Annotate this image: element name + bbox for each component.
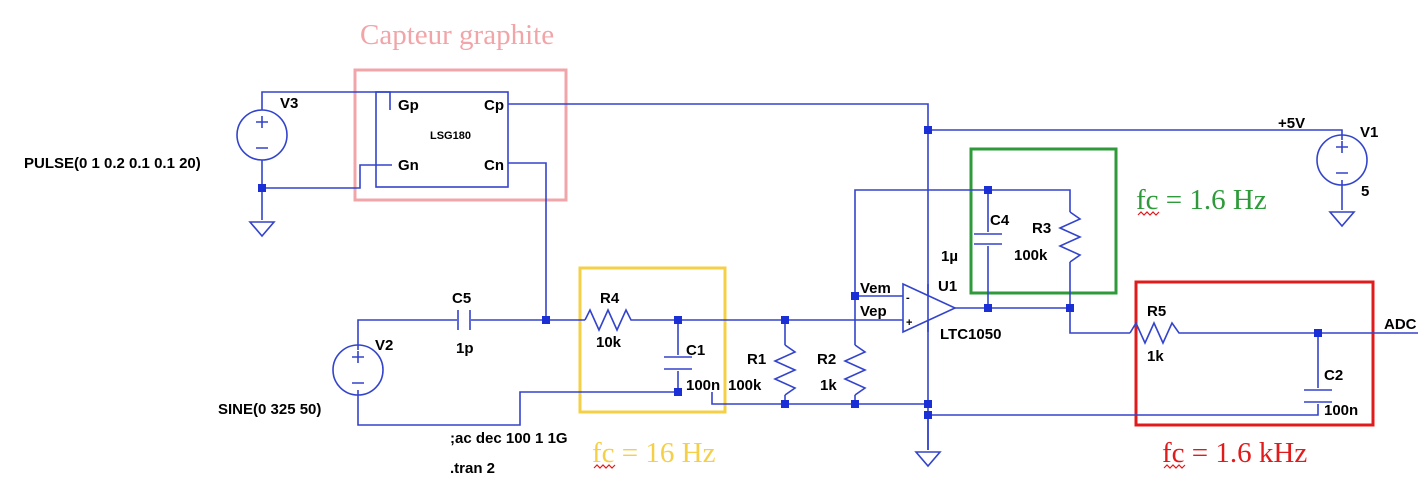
resistor-r1 — [773, 344, 797, 396]
resistor-r3 — [1058, 211, 1082, 263]
r2-name: R2 — [817, 351, 836, 368]
capacitor-c5 — [457, 310, 471, 330]
pin-gn-label: Gn — [398, 157, 419, 174]
c4-value: 1µ — [941, 248, 958, 265]
opamp-part: LTC1050 — [940, 326, 1001, 343]
supply-net-label: +5V — [1278, 115, 1305, 132]
r3-name: R3 — [1032, 220, 1051, 237]
voltage-source-v2 — [332, 344, 384, 396]
r5-name: R5 — [1147, 303, 1166, 320]
v3-name: V3 — [280, 95, 298, 112]
voltage-source-v1 — [1316, 134, 1368, 186]
spellcheck-squiggle-2 — [1137, 211, 1160, 216]
junctions — [258, 126, 1322, 419]
fc-stage1-label: fc = 16 Hz — [592, 437, 716, 469]
v1-name: V1 — [1360, 124, 1378, 141]
ground-symbol-v1 — [1328, 211, 1356, 228]
sensor-frame — [353, 68, 568, 202]
r3-value: 100k — [1014, 247, 1048, 264]
r1-name: R1 — [747, 351, 766, 368]
c1-value: 100n — [686, 377, 720, 394]
v2-name: V2 — [375, 337, 393, 354]
opamp-vem-label: Vem — [860, 280, 891, 297]
voltage-source-v3 — [236, 109, 288, 161]
stage1-frame — [578, 266, 727, 414]
spellcheck-squiggle-1 — [593, 464, 616, 469]
pin-cn-label: Cn — [484, 157, 504, 174]
capacitor-c1 — [664, 356, 692, 370]
opamp-minus-sign: - — [906, 292, 910, 304]
c2-name: C2 — [1324, 367, 1343, 384]
fc-stage3-label: fc = 1.6 kHz — [1162, 437, 1307, 469]
wires — [261, 91, 1418, 450]
sensor-part-label: LSG180 — [430, 130, 471, 142]
ground-symbol-main — [914, 451, 942, 468]
resistor-r5 — [1129, 321, 1185, 345]
c5-name: C5 — [452, 290, 471, 307]
c1-name: C1 — [686, 342, 705, 359]
fc-stage2-label: fc = 1.6 Hz — [1136, 184, 1267, 216]
sensor-lsg180 — [375, 91, 509, 188]
c2-value: 100n — [1324, 402, 1358, 419]
r4-value: 10k — [596, 334, 622, 351]
opamp-name: U1 — [938, 278, 957, 295]
v1-value: 5 — [1361, 183, 1369, 200]
adc-net-label: ADC — [1384, 316, 1417, 333]
opamp-plus-sign: + — [906, 317, 912, 329]
c5-value: 1p — [456, 340, 474, 357]
ground-symbol-v3 — [248, 221, 276, 238]
opamp-u1 — [902, 282, 957, 334]
capacitor-c4 — [974, 233, 1002, 245]
opamp-vep-label: Vep — [860, 303, 887, 320]
v2-value: SINE(0 325 50) — [218, 401, 321, 418]
stage3-frame — [1134, 280, 1375, 427]
r4-name: R4 — [600, 290, 620, 307]
spellcheck-squiggle-3 — [1163, 464, 1186, 469]
pin-cp-label: Cp — [484, 97, 504, 114]
sensor-title: Capteur graphite — [360, 19, 554, 51]
pin-gp-label: Gp — [398, 97, 419, 114]
r2-value: 1k — [820, 377, 837, 394]
resistor-r2 — [843, 344, 867, 396]
capacitor-c2 — [1304, 389, 1332, 403]
ac-directive: ;ac dec 100 1 1G — [450, 430, 568, 447]
c4-name: C4 — [990, 212, 1010, 229]
r5-value: 1k — [1147, 348, 1164, 365]
stage2-frame — [969, 147, 1118, 295]
r1-value: 100k — [728, 377, 762, 394]
resistor-r4 — [584, 308, 635, 332]
tran-directive: .tran 2 — [450, 460, 495, 477]
v3-value: PULSE(0 1 0.2 0.1 0.1 20) — [24, 155, 201, 172]
